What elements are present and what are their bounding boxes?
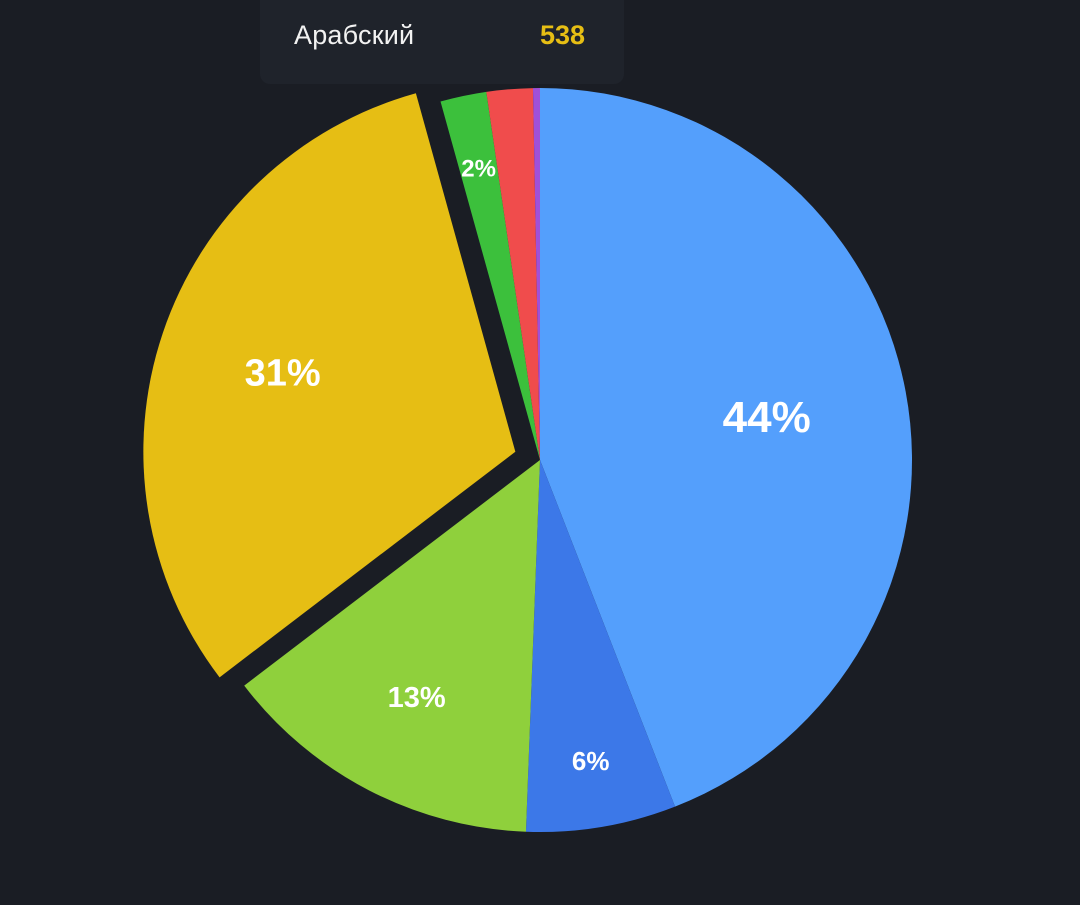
slice-label-1: 6% bbox=[572, 746, 610, 776]
slice-label-4: 2% bbox=[461, 155, 496, 182]
slice-label-2: 13% bbox=[388, 682, 446, 714]
tooltip: Арабский 538 bbox=[260, 0, 624, 84]
pie-slice-5[interactable] bbox=[486, 88, 540, 461]
tooltip-label: Арабский bbox=[294, 20, 415, 50]
slice-label-3: 31% bbox=[245, 352, 321, 394]
slices-layer bbox=[143, 88, 913, 832]
pie-slice-2[interactable] bbox=[244, 460, 540, 832]
labels-layer: 44% 6% 13% 31% 2% bbox=[245, 155, 811, 776]
pie-slice-0[interactable] bbox=[540, 88, 913, 807]
pie-slice-6[interactable] bbox=[532, 88, 540, 460]
tooltip-value: 538 bbox=[540, 20, 586, 50]
pie-slice-4[interactable] bbox=[440, 91, 540, 460]
pie-slice-1[interactable] bbox=[525, 460, 676, 832]
slice-label-0: 44% bbox=[723, 393, 811, 442]
pie-slice-3[interactable] bbox=[143, 93, 516, 678]
